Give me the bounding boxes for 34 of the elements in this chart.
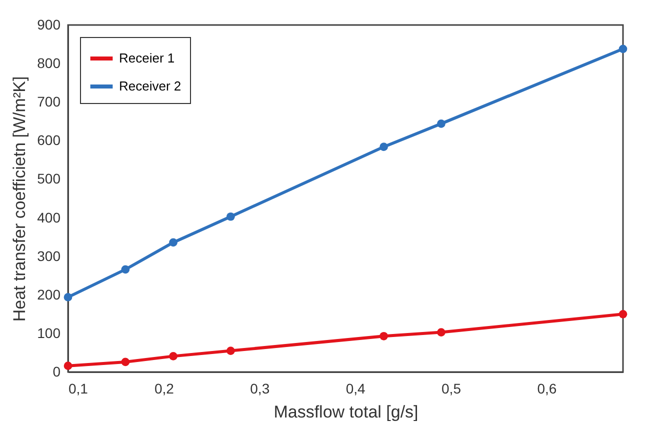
- point: [437, 120, 446, 128]
- point: [169, 238, 178, 247]
- y-tick-label: 300: [37, 248, 61, 264]
- point: [64, 293, 72, 302]
- y-tick-label: 700: [37, 94, 61, 110]
- x-tick-label: 0,4: [346, 380, 366, 396]
- x-tick-label: 0,6: [537, 380, 557, 396]
- y-axis-title: Heat transfer coefficietn [W/m²K]: [10, 76, 30, 322]
- y-tick-label: 200: [37, 286, 61, 302]
- point: [618, 44, 628, 54]
- y-tick-label: 0: [52, 364, 61, 380]
- x-tick-label: 0,5: [442, 380, 462, 396]
- point: [380, 332, 388, 340]
- x-axis-title: Massflow total [g/s]: [274, 402, 418, 422]
- point: [618, 310, 628, 318]
- legend-label: Receiver 2: [119, 78, 182, 94]
- x-tick-label: 0,1: [68, 380, 88, 396]
- point: [64, 362, 72, 370]
- point: [226, 212, 235, 221]
- y-tick-label: 400: [37, 209, 61, 226]
- y-tick-label: 600: [37, 132, 61, 148]
- point: [380, 142, 388, 152]
- y-tick-label: 900: [37, 16, 61, 32]
- point: [226, 346, 235, 355]
- y-tick-label: 800: [37, 55, 61, 72]
- x-tick-label: 0,3: [250, 380, 270, 396]
- y-tick-label: 500: [37, 170, 61, 187]
- point: [169, 352, 178, 360]
- point: [121, 265, 130, 274]
- point: [437, 328, 446, 336]
- legend-label: Receier 1: [119, 50, 175, 66]
- y-tick-label: 100: [37, 324, 61, 341]
- x-tick-label: 0,2: [154, 380, 174, 396]
- point: [121, 358, 130, 366]
